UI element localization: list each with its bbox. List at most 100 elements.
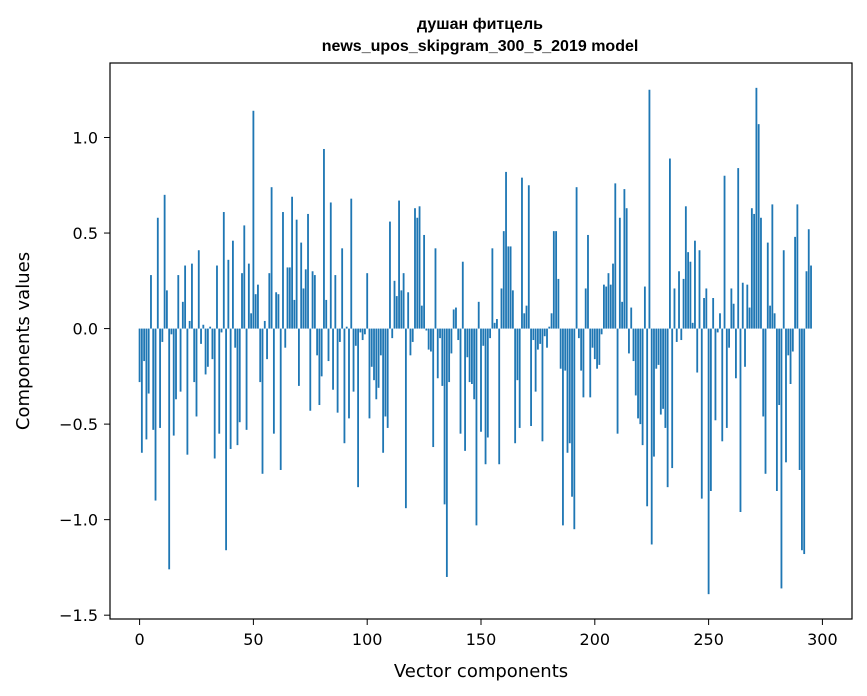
bar-99 <box>364 328 366 335</box>
bar-164 <box>511 290 514 329</box>
bar-135 <box>445 328 448 577</box>
bar-114 <box>398 200 400 329</box>
bar-266 <box>744 328 746 367</box>
bar-21 <box>186 328 189 455</box>
bar-186 <box>562 328 564 526</box>
bar-37 <box>222 212 225 329</box>
bar-137 <box>450 328 453 354</box>
x-tick-label-0: 0 <box>134 630 144 649</box>
bar-123 <box>418 206 421 329</box>
bar-39 <box>227 259 230 329</box>
bar-91 <box>345 326 348 329</box>
bar-295 <box>810 265 812 329</box>
bar-94 <box>352 328 355 392</box>
bar-15 <box>172 328 175 436</box>
bar-43 <box>236 328 239 446</box>
bar-88 <box>338 328 341 342</box>
bar-151 <box>482 328 485 346</box>
bar-172 <box>530 328 532 427</box>
bar-241 <box>687 252 690 329</box>
bar-1 <box>140 328 143 453</box>
bar-278 <box>771 204 774 329</box>
bar-128 <box>430 328 432 352</box>
bar-201 <box>596 328 598 369</box>
x-axis-label: Vector components <box>394 661 568 682</box>
bar-265 <box>741 282 744 329</box>
bar-284 <box>785 328 787 463</box>
bar-134 <box>443 328 446 505</box>
bar-149 <box>477 301 480 329</box>
bar-153 <box>486 328 489 438</box>
bar-286 <box>789 328 792 384</box>
bar-57 <box>268 273 271 329</box>
bar-282 <box>780 328 783 589</box>
bar-288 <box>794 236 797 329</box>
x-tick-label-150: 150 <box>466 630 497 649</box>
bar-213 <box>623 189 626 329</box>
y-tick-label-4: 0.5 <box>73 224 98 243</box>
y-axis-label: Components values <box>13 252 34 430</box>
bar-33 <box>213 328 216 459</box>
bar-240 <box>684 206 687 329</box>
bar-81 <box>323 148 325 329</box>
bar-180 <box>548 326 551 329</box>
bar-73 <box>304 269 307 329</box>
bar-269 <box>750 208 753 329</box>
bar-95 <box>354 328 357 346</box>
bar-258 <box>725 328 728 428</box>
bar-275 <box>764 328 767 474</box>
bar-229 <box>659 328 662 415</box>
bar-268 <box>748 307 751 329</box>
y-axis-ticks: −1.5 −1.0 −0.5 0.0 0.5 1.0 <box>59 129 110 625</box>
bar-290 <box>798 328 801 470</box>
bar-242 <box>689 261 692 329</box>
bar-156 <box>493 322 496 329</box>
bar-16 <box>175 328 177 400</box>
bar-276 <box>766 242 769 329</box>
bar-253 <box>714 328 717 421</box>
bar-26 <box>197 250 200 329</box>
bar-195 <box>582 328 585 398</box>
bar-139 <box>455 307 457 329</box>
bar-65 <box>286 267 289 329</box>
bar-42 <box>234 328 237 348</box>
bar-157 <box>496 319 498 329</box>
bar-294 <box>807 229 810 329</box>
bar-207 <box>609 284 612 329</box>
bar-184 <box>557 278 560 329</box>
bar-211 <box>618 217 621 329</box>
bar-38 <box>225 328 227 551</box>
bar-132 <box>439 328 441 339</box>
bar-260 <box>730 288 733 329</box>
bar-208 <box>612 263 614 329</box>
bar-126 <box>425 328 428 331</box>
bar-35 <box>218 328 221 434</box>
bar-series <box>138 87 812 595</box>
bar-24 <box>193 328 196 383</box>
bar-30 <box>206 328 209 367</box>
bar-243 <box>691 322 694 329</box>
bar-52 <box>257 284 259 329</box>
bar-82 <box>325 299 328 329</box>
bar-187 <box>564 328 567 371</box>
y-tick-label-5: 1.0 <box>73 129 98 148</box>
bar-119 <box>409 328 412 356</box>
bar-250 <box>707 328 710 595</box>
bar-271 <box>755 87 758 329</box>
bar-183 <box>555 231 558 329</box>
bar-285 <box>787 328 790 356</box>
bar-129 <box>432 328 435 448</box>
bar-104 <box>375 328 378 400</box>
bar-222 <box>643 286 646 329</box>
bar-83 <box>327 328 330 362</box>
bar-40 <box>229 328 232 449</box>
bar-160 <box>502 231 505 329</box>
bar-44 <box>238 328 241 423</box>
bar-161 <box>505 171 507 329</box>
bar-150 <box>480 328 482 432</box>
x-tick-label-200: 200 <box>580 630 611 649</box>
bar-279 <box>773 313 776 329</box>
bar-113 <box>395 296 398 329</box>
bar-127 <box>427 328 430 350</box>
bar-233 <box>669 158 671 329</box>
